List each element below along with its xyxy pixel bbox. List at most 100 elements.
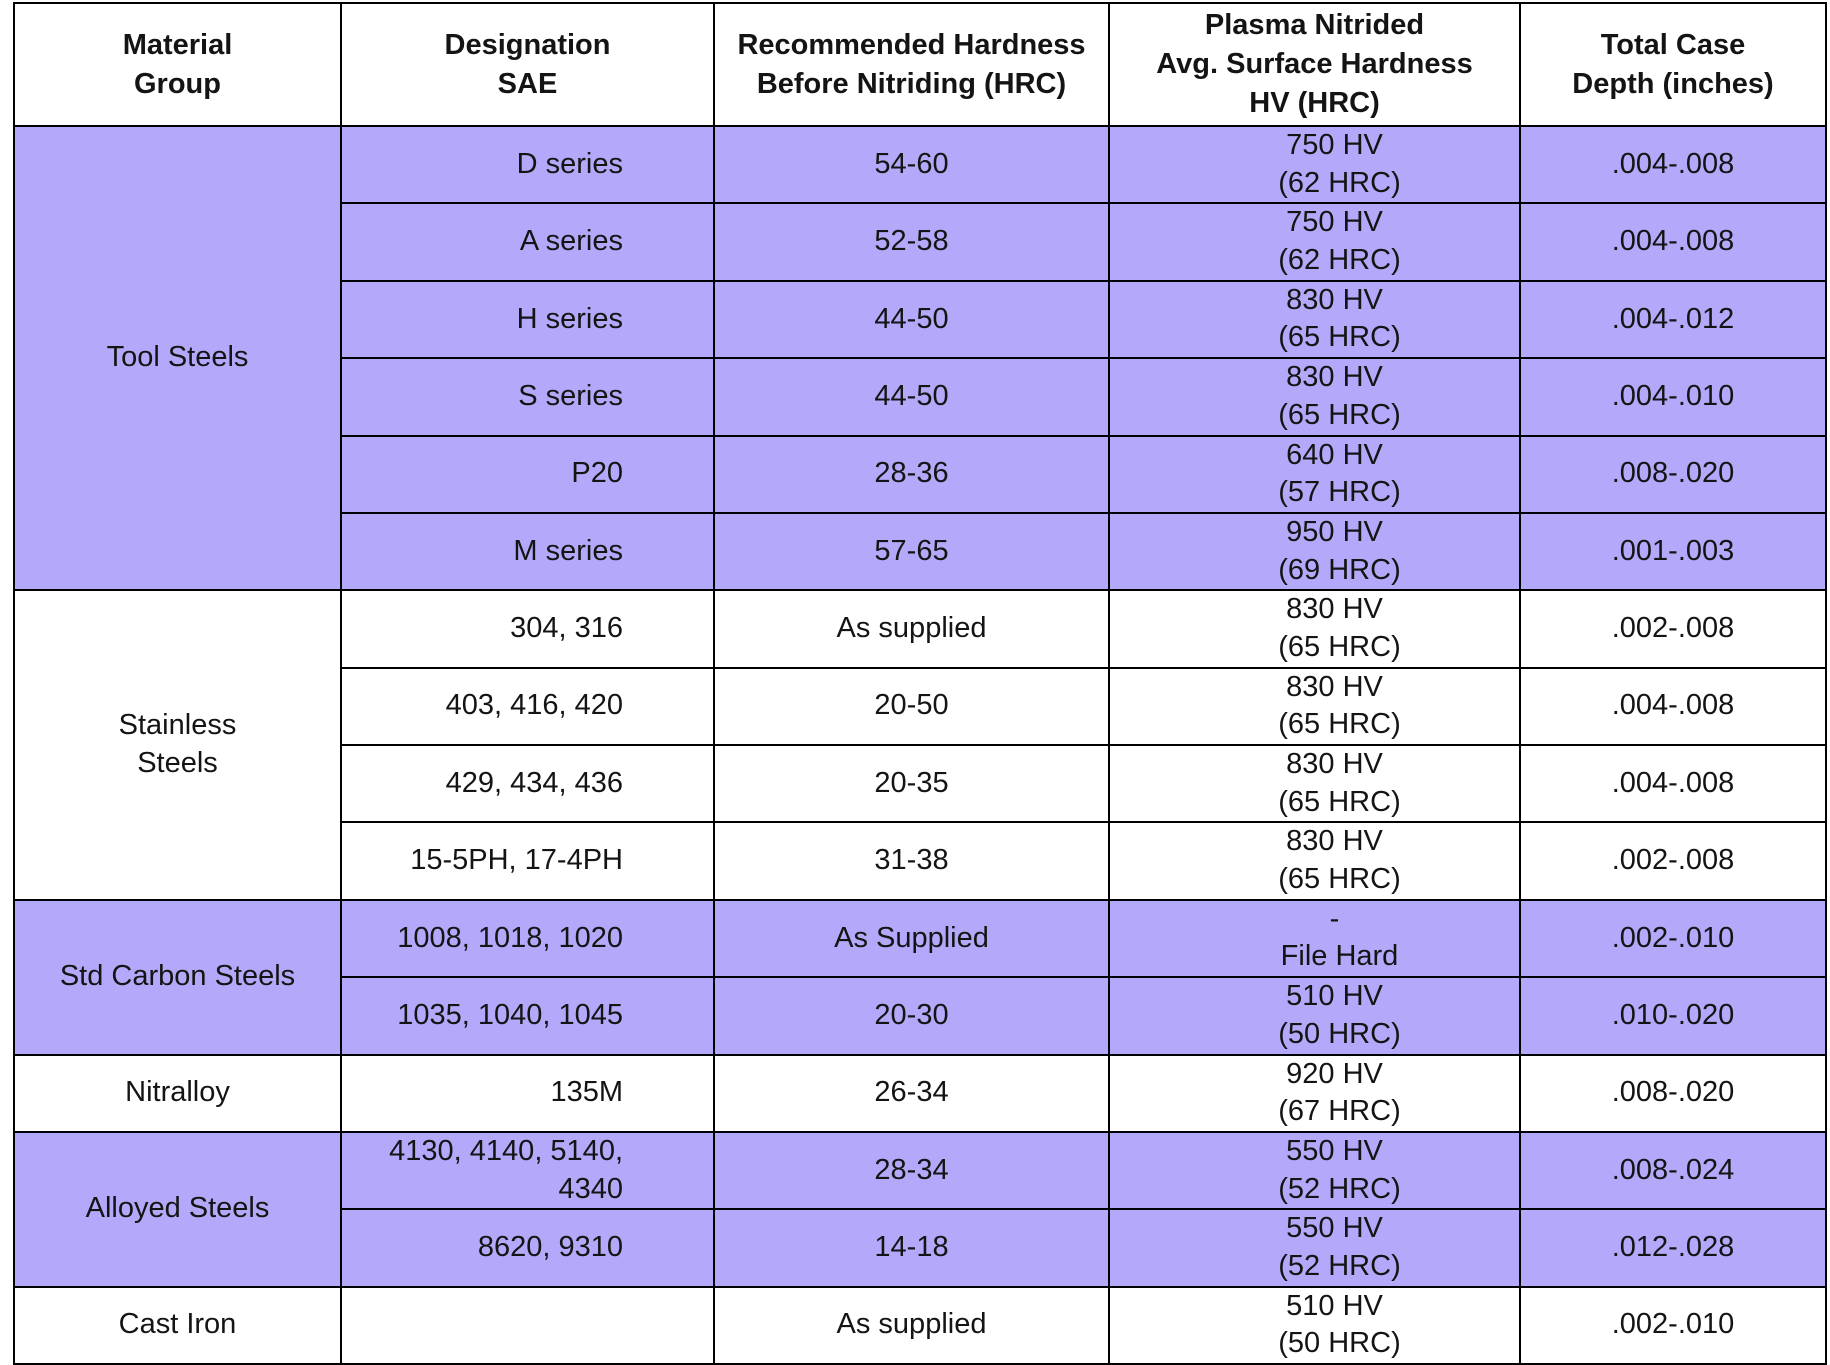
header-plasma-nitrided: Plasma Nitrided Avg. Surface Hardness HV… [1108, 2, 1521, 127]
hv-value: 950 HV [1286, 515, 1383, 548]
material-group-cell: Nitralloy [13, 1053, 342, 1133]
recommended-hardness-cell: 28-36 [713, 434, 1110, 514]
hrc-value: File Hard [1280, 940, 1399, 973]
hv-value: 920 HV [1286, 1057, 1383, 1090]
designation-cell: 304, 316 [340, 589, 715, 669]
table-row: Tool Steels D series 54-60 750 HV (62 HRC) .0… [13, 124, 1827, 592]
hrc-value: (69 HRC) [1278, 553, 1401, 586]
case-depth-cell: .004-.010 [1519, 357, 1827, 437]
recommended-hardness-cell: 20-30 [713, 976, 1110, 1056]
hrc-value: (65 HRC) [1278, 630, 1401, 663]
hrc-value: (62 HRC) [1278, 244, 1401, 277]
material-group-cell: Alloyed Steels [13, 1130, 342, 1288]
hrc-value: (65 HRC) [1278, 321, 1401, 354]
table-row: 429, 434, 436 20-35 830 HV (65 HRC) .004-.00… [14, 743, 1827, 824]
case-depth-cell: .008-.024 [1519, 1130, 1827, 1211]
designation-cell: P20 [340, 434, 715, 514]
case-depth-cell: .002-.008 [1519, 589, 1827, 669]
hv-value: 750 HV [1286, 206, 1383, 239]
designation-cell: 1008, 1018, 1020 [340, 898, 715, 979]
hv-value: 550 HV [1286, 1134, 1383, 1167]
case-depth-cell: .012-.028 [1519, 1208, 1827, 1288]
plasma-hardness-cell: 920 HV (67 HRC) [1108, 1053, 1521, 1133]
recommended-hardness-cell: 28-34 [713, 1130, 1110, 1211]
hv-value: 510 HV [1286, 1289, 1383, 1322]
designation-cell: D series [340, 124, 715, 205]
case-depth-cell: .001-.003 [1519, 511, 1827, 592]
hv-value: 830 HV [1286, 748, 1383, 780]
table-row: 1035, 1040, 1045 20-30 510 HV (50 HRC) .010-… [14, 976, 1827, 1056]
recommended-hardness-cell: As supplied [713, 589, 1110, 669]
nitriding-hardness-table: Material Group Designation SAE Recommend… [13, 2, 1827, 1365]
header-row: Material Group Designation SAE Recommend… [13, 2, 1827, 127]
hrc-value: (65 HRC) [1278, 708, 1401, 741]
table-row: Nitralloy 135M 26-34 920 HV (67 HRC) .008-.02… [13, 1053, 1827, 1133]
designation-cell: 15-5PH, 17-4PH [340, 821, 715, 901]
case-depth-cell: .008-.020 [1519, 434, 1827, 514]
table-row: S series 44-50 830 HV (65 HRC) .004-.010 [14, 357, 1827, 437]
plasma-hardness-cell: 510 HV (50 HRC) [1108, 1285, 1521, 1365]
recommended-hardness-cell: 54-60 [713, 124, 1110, 205]
hv-value: 830 HV [1286, 825, 1383, 858]
hrc-value: (50 HRC) [1278, 1017, 1401, 1050]
plasma-hardness-cell: 830 HV (65 HRC) [1108, 743, 1521, 824]
material-group-cell: Stainless Steels [13, 589, 342, 901]
designation-cell: 1035, 1040, 1045 [340, 976, 715, 1056]
table-row: A series 52-58 750 HV (62 HRC) .004-.008 [14, 202, 1827, 282]
recommended-hardness-cell: 44-50 [713, 357, 1110, 437]
designation-cell: 8620, 9310 [340, 1208, 715, 1288]
case-depth-cell: .004-.008 [1519, 124, 1827, 205]
hrc-value: (50 HRC) [1278, 1327, 1401, 1360]
case-depth-cell: .002-.010 [1519, 1285, 1827, 1365]
case-depth-cell: .004-.008 [1519, 202, 1827, 282]
recommended-hardness-cell: 20-35 [713, 743, 1110, 824]
hv-value: - [1329, 902, 1340, 935]
hv-value: 830 HV [1286, 670, 1383, 703]
designation-cell [340, 1285, 715, 1365]
hv-value: 830 HV [1286, 593, 1383, 626]
designation-cell: 403, 416, 420 [340, 666, 715, 747]
hrc-value: (65 HRC) [1278, 863, 1401, 896]
hv-value: 640 HV [1286, 438, 1383, 471]
table-row: 15-5PH, 17-4PH 31-38 830 HV (65 HRC) .002-.0… [14, 821, 1827, 901]
recommended-hardness-cell: 57-65 [713, 511, 1110, 592]
table-body: Tool Steels D series 54-60 750 HV (62 HRC) .0… [13, 124, 1827, 1365]
hv-value: 750 HV [1286, 129, 1383, 161]
header-designation: Designation SAE [340, 2, 715, 127]
material-group-cell: Std Carbon Steels [13, 898, 342, 1056]
hv-value: 830 HV [1286, 283, 1383, 316]
designation-cell: H series [340, 279, 715, 360]
designation-cell: 4130, 4140, 5140, 4340 [340, 1130, 715, 1211]
plasma-hardness-cell: 950 HV (69 HRC) [1108, 511, 1521, 592]
hrc-value: (57 HRC) [1278, 476, 1401, 509]
recommended-hardness-cell: As Supplied [713, 898, 1110, 979]
material-group-cell: Cast Iron [13, 1285, 342, 1365]
plasma-hardness-cell: 750 HV (62 HRC) [1108, 202, 1521, 282]
plasma-hardness-cell: 640 HV (57 HRC) [1108, 434, 1521, 514]
designation-cell: S series [340, 357, 715, 437]
hrc-value: (52 HRC) [1278, 1249, 1401, 1282]
recommended-hardness-cell: As supplied [713, 1285, 1110, 1365]
case-depth-cell: .002-.008 [1519, 821, 1827, 901]
table-row: 403, 416, 420 20-50 830 HV (65 HRC) .004-.00… [14, 666, 1827, 747]
table-row: M series 57-65 950 HV (69 HRC) .001-.003 [14, 511, 1827, 592]
table-row: Stainless Steels 304, 316 As supplied 830 H… [13, 589, 1827, 901]
designation-cell: M series [340, 511, 715, 592]
recommended-hardness-cell: 31-38 [713, 821, 1110, 901]
header-case-depth: Total Case Depth (inches) [1519, 2, 1827, 127]
plasma-hardness-cell: 550 HV (52 HRC) [1108, 1130, 1521, 1211]
plasma-hardness-cell: 830 HV (65 HRC) [1108, 357, 1521, 437]
recommended-hardness-cell: 44-50 [713, 279, 1110, 360]
case-depth-cell: .004-.008 [1519, 743, 1827, 824]
hv-value: 550 HV [1286, 1212, 1383, 1245]
table-row: Std Carbon Steels 1008, 1018, 1020 As Supp… [13, 898, 1827, 1056]
hrc-value: (65 HRC) [1278, 785, 1401, 818]
table-row: P20 28-36 640 HV (57 HRC) .008-.020 [14, 434, 1827, 514]
plasma-hardness-cell: 510 HV (50 HRC) [1108, 976, 1521, 1056]
table-row: H series 44-50 830 HV (65 HRC) .004-.012 [14, 279, 1827, 360]
case-depth-cell: .002-.010 [1519, 898, 1827, 979]
hv-value: 830 HV [1286, 361, 1383, 394]
plasma-hardness-cell: - File Hard [1108, 898, 1521, 979]
hrc-value: (67 HRC) [1278, 1095, 1401, 1128]
plasma-hardness-cell: 830 HV (65 HRC) [1108, 279, 1521, 360]
